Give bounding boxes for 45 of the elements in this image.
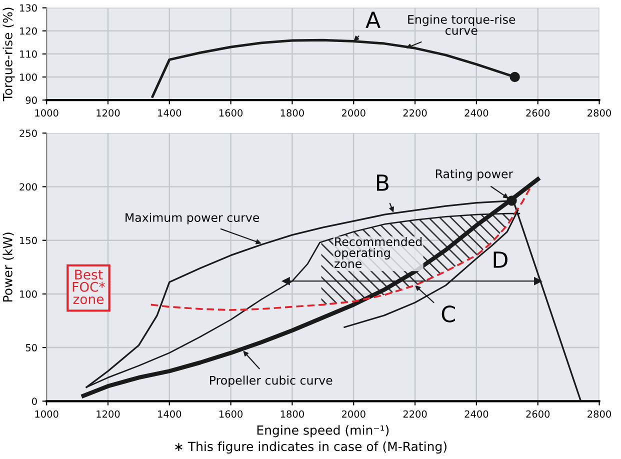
annotation: Rating power xyxy=(436,169,514,181)
annotation: C xyxy=(442,306,455,322)
x-tick-label: 1200 xyxy=(96,109,120,117)
text: Best FOC* zone xyxy=(72,270,105,304)
x-tick-label: 2400 xyxy=(464,410,488,418)
annotation: Propeller cubic curve xyxy=(210,376,332,388)
y-tick-label: 250 xyxy=(20,130,37,137)
x-tick-label: 2800 xyxy=(588,109,611,117)
x-tick-label: 2000 xyxy=(342,109,366,117)
y-tick-label: 150 xyxy=(20,236,37,244)
x-tick-label: 2400 xyxy=(464,109,488,117)
x-tick-label: 1400 xyxy=(158,109,182,117)
annotation: Maximum power curve xyxy=(126,212,260,224)
y-tick-label: 110 xyxy=(20,50,37,58)
x-tick-label: 1400 xyxy=(158,410,182,418)
annotation: Recommended operating zone xyxy=(334,237,422,268)
y-axis-title: Power (kW) xyxy=(2,232,14,302)
x-tick-label: 1800 xyxy=(280,109,304,117)
x-tick-label: 1200 xyxy=(96,410,120,418)
x-tick-label: 1800 xyxy=(280,410,304,418)
x-tick-label: 2800 xyxy=(588,410,611,418)
x-tick-label: 2600 xyxy=(526,410,550,418)
y-tick-label: 0 xyxy=(32,398,37,405)
y-tick-label: 200 xyxy=(20,183,37,191)
annotation: A xyxy=(366,12,380,28)
x-tick-label: 2200 xyxy=(403,410,427,418)
x-tick-label: 1000 xyxy=(35,410,58,418)
y-axis-title: Torque-rise (%) xyxy=(2,8,15,102)
y-tick-label: 100 xyxy=(20,73,37,81)
annotation: D xyxy=(494,252,508,268)
text: ∗ This figure indicates in case of (M-Rating) xyxy=(175,441,446,454)
y-tick-label: 50 xyxy=(26,344,37,352)
x-tick-label: 2000 xyxy=(342,410,366,418)
y-tick-label: 100 xyxy=(20,290,37,298)
x-tick-label: 1600 xyxy=(220,109,243,117)
annotation: Engine torque-rise curve xyxy=(408,14,516,35)
annotation: B xyxy=(376,174,388,191)
x-tick-label: 1600 xyxy=(220,410,243,418)
x-tick-label: 2200 xyxy=(403,109,427,117)
y-tick-label: 120 xyxy=(20,27,37,35)
y-tick-label: 130 xyxy=(20,4,37,12)
x-tick-label: 2600 xyxy=(526,109,550,117)
x-tick-label: 1000 xyxy=(35,109,58,117)
y-tick-label: 90 xyxy=(26,96,37,104)
x-axis-title: Engine speed (min⁻¹) xyxy=(257,425,389,438)
